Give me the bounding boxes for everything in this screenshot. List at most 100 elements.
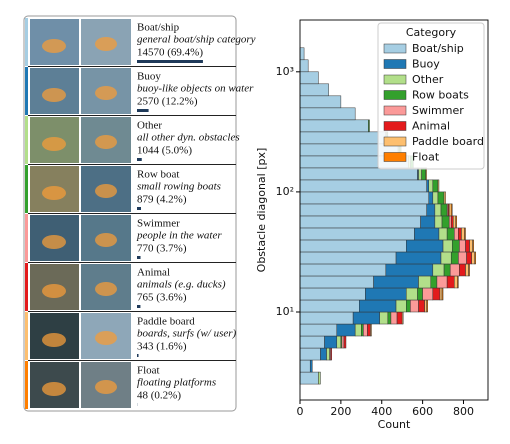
category-stripe [25, 361, 28, 409]
x-tick-label: 800 [453, 405, 474, 418]
histogram-bar [448, 215, 452, 229]
category-name: Buoy [137, 71, 161, 83]
x-tick-label: 600 [412, 405, 433, 418]
histogram-bar [443, 263, 451, 277]
histogram-bar [354, 323, 362, 337]
histogram-bar [299, 167, 418, 181]
category-stripe [25, 116, 28, 164]
histogram-bar [440, 203, 448, 217]
histogram-bar [420, 215, 436, 229]
histogram-bar [430, 275, 438, 289]
category-stripe [25, 165, 28, 213]
histogram-bar [406, 239, 444, 253]
y-tick-label: 10¹ [276, 305, 294, 318]
histogram-bar [395, 299, 407, 313]
object-outline [95, 331, 117, 345]
histogram-bar [299, 59, 309, 73]
category-name: Row boat [137, 169, 179, 181]
object-outline [42, 186, 66, 200]
histogram-bar [426, 203, 436, 217]
category-stats: 343 (1.6%) [137, 341, 187, 353]
histogram-bar [299, 263, 387, 277]
legend-label: Swimmer [412, 104, 464, 117]
legend-swatch [383, 59, 407, 69]
histogram-bar [466, 251, 472, 265]
object-outline [95, 282, 117, 296]
histogram-bar [459, 263, 466, 277]
histogram-bar [390, 311, 398, 325]
category-name: Float [137, 365, 160, 377]
share-bar [137, 158, 142, 161]
share-bar [137, 256, 141, 259]
legend-label: Row boats [412, 89, 469, 102]
histogram-bar [428, 179, 434, 193]
histogram-bar [440, 251, 452, 265]
histogram-bar [438, 227, 448, 241]
histogram-bar [461, 227, 465, 241]
histogram-bar [441, 215, 450, 229]
histogram-bar [299, 203, 427, 217]
category-name: Swimmer [137, 218, 180, 230]
y-axis-label: Obstacle diagonal [px] [255, 148, 268, 273]
histogram-bar [458, 227, 462, 241]
share-bar [137, 354, 139, 357]
histogram-bar [318, 371, 321, 385]
histogram-bar [387, 311, 392, 325]
histogram-bar [414, 227, 440, 241]
histogram-bar [343, 335, 347, 349]
category-stats: 765 (3.6%) [137, 292, 187, 304]
category-stats: 879 (4.2%) [137, 194, 187, 206]
histogram-bar [359, 299, 397, 313]
histogram-bar [426, 299, 428, 313]
histogram-bar [468, 263, 470, 277]
legend-swatch [383, 43, 407, 54]
category-description: people in the water [136, 230, 222, 242]
histogram-bar [299, 347, 321, 361]
category-stripe [25, 18, 28, 66]
category-stripe [25, 67, 28, 115]
object-outline [42, 284, 66, 298]
x-axis-label: Count [378, 418, 411, 431]
object-outline [95, 86, 117, 100]
histogram-bar [395, 251, 442, 265]
category-name: Paddle board [137, 316, 195, 328]
histogram-bar [417, 287, 423, 301]
legend-label: Animal [412, 120, 450, 133]
histogram-bar [434, 203, 442, 217]
histogram-bar [336, 335, 342, 349]
category-name: Animal [137, 267, 170, 279]
legend-swatch [383, 74, 407, 85]
histogram-bar [432, 179, 439, 193]
histogram-bar [320, 347, 327, 361]
histogram-bar [443, 191, 446, 205]
histogram-bar [299, 371, 319, 385]
histogram-bar [425, 167, 427, 181]
histogram-bar [450, 251, 459, 265]
category-stats: 48 (0.2%) [137, 390, 181, 402]
histogram-bar [426, 179, 429, 193]
histogram-bar [418, 275, 432, 289]
category-description: general boat/ship category [137, 34, 256, 46]
histogram-bar [432, 263, 445, 277]
category-name: Other [137, 120, 162, 132]
object-outline [95, 184, 117, 198]
histogram-bar [352, 311, 380, 325]
histogram-bar [309, 359, 313, 373]
category-stripe [25, 214, 28, 262]
histogram-bar [439, 287, 443, 301]
histogram-bar [299, 119, 369, 133]
legend-label: Buoy [412, 58, 440, 71]
histogram-bar [299, 335, 325, 349]
histogram-bar [410, 299, 419, 313]
histogram-bar [299, 323, 338, 337]
histogram-bar [396, 311, 403, 325]
x-tick-label: 400 [371, 405, 392, 418]
category-description: animals (e.g. ducks) [137, 279, 226, 291]
x-tick-label: 0 [297, 405, 304, 418]
category-stats: 1044 (5.0%) [137, 145, 192, 157]
histogram-bar [454, 227, 459, 241]
histogram-bar [422, 287, 434, 301]
histogram-bar [368, 119, 370, 133]
histogram-bar [451, 239, 460, 253]
